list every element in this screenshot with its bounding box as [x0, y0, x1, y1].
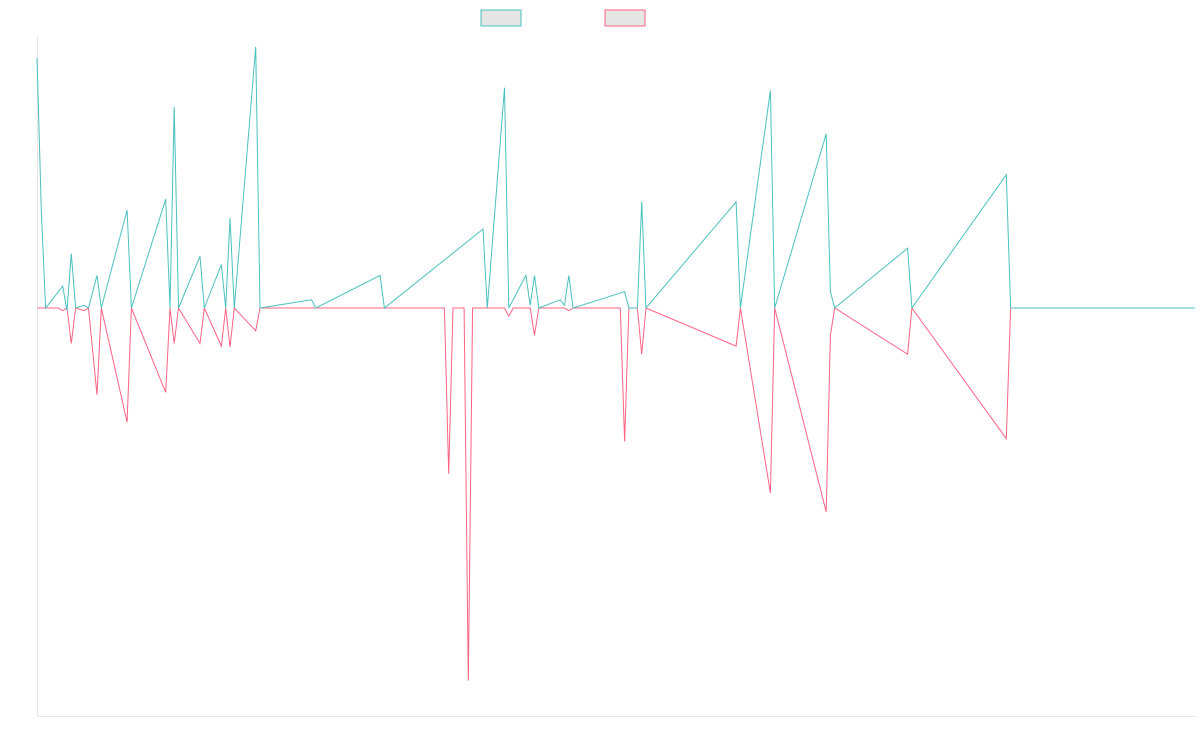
legend-swatch-1	[480, 9, 522, 27]
legend	[480, 9, 646, 27]
legend-swatch-2	[604, 9, 646, 27]
series-line-2	[37, 306, 1195, 681]
plot-area	[36, 46, 1195, 681]
series-line-1	[36, 46, 1195, 311]
axes	[37, 36, 1195, 717]
